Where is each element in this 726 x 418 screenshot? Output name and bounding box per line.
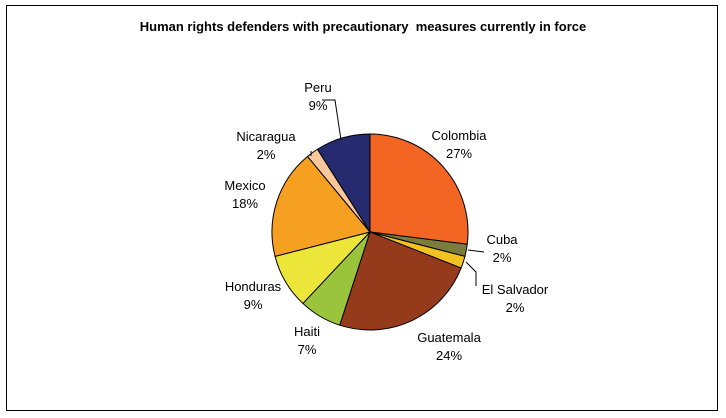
data-label-el-salvador: El Salvador 2% bbox=[482, 282, 549, 315]
leader-line-el-salvador bbox=[465, 261, 477, 286]
data-label-value: 18% bbox=[232, 196, 258, 211]
data-label-nicaragua: Nicaragua 2% bbox=[236, 129, 296, 162]
data-label-name: El Salvador bbox=[482, 282, 549, 297]
data-label-name: Peru bbox=[304, 80, 331, 95]
data-label-cuba: Cuba 2% bbox=[486, 232, 518, 265]
data-label-value: 2% bbox=[257, 147, 276, 162]
data-label-name: Haiti bbox=[294, 324, 320, 339]
data-label-value: 9% bbox=[244, 297, 263, 312]
data-label-name: Colombia bbox=[432, 128, 488, 143]
data-label-value: 7% bbox=[298, 342, 317, 357]
data-label-value: 9% bbox=[309, 98, 328, 113]
data-label-value: 2% bbox=[506, 300, 525, 315]
data-label-value: 2% bbox=[493, 250, 512, 265]
data-label-value: 24% bbox=[436, 348, 462, 363]
data-label-value: 27% bbox=[446, 146, 472, 161]
pie-slice-colombia bbox=[369, 133, 469, 245]
data-label-haiti: Haiti 7% bbox=[294, 324, 320, 357]
data-label-name: Cuba bbox=[486, 232, 518, 247]
data-label-name: Guatemala bbox=[417, 330, 481, 345]
data-label-name: Honduras bbox=[225, 279, 282, 294]
pie-slices bbox=[271, 133, 469, 331]
pie-slice-peru bbox=[316, 133, 371, 234]
data-label-name: Nicaragua bbox=[236, 129, 296, 144]
data-label-guatemala: Guatemala 24% bbox=[417, 330, 481, 363]
data-label-peru: Peru 9% bbox=[304, 80, 331, 113]
leader-line-cuba bbox=[467, 249, 485, 253]
data-label-mexico: Mexico 18% bbox=[224, 178, 265, 211]
chart-title: Human rights defenders with precautionar… bbox=[139, 19, 587, 34]
data-label-colombia: Colombia 27% bbox=[432, 128, 488, 161]
pie-slice-guatemala bbox=[339, 231, 462, 331]
pie-slice-mexico bbox=[271, 155, 371, 257]
data-label-honduras: Honduras 9% bbox=[225, 279, 282, 312]
leader-line-peru bbox=[322, 99, 342, 141]
data-label-name: Mexico bbox=[224, 178, 265, 193]
